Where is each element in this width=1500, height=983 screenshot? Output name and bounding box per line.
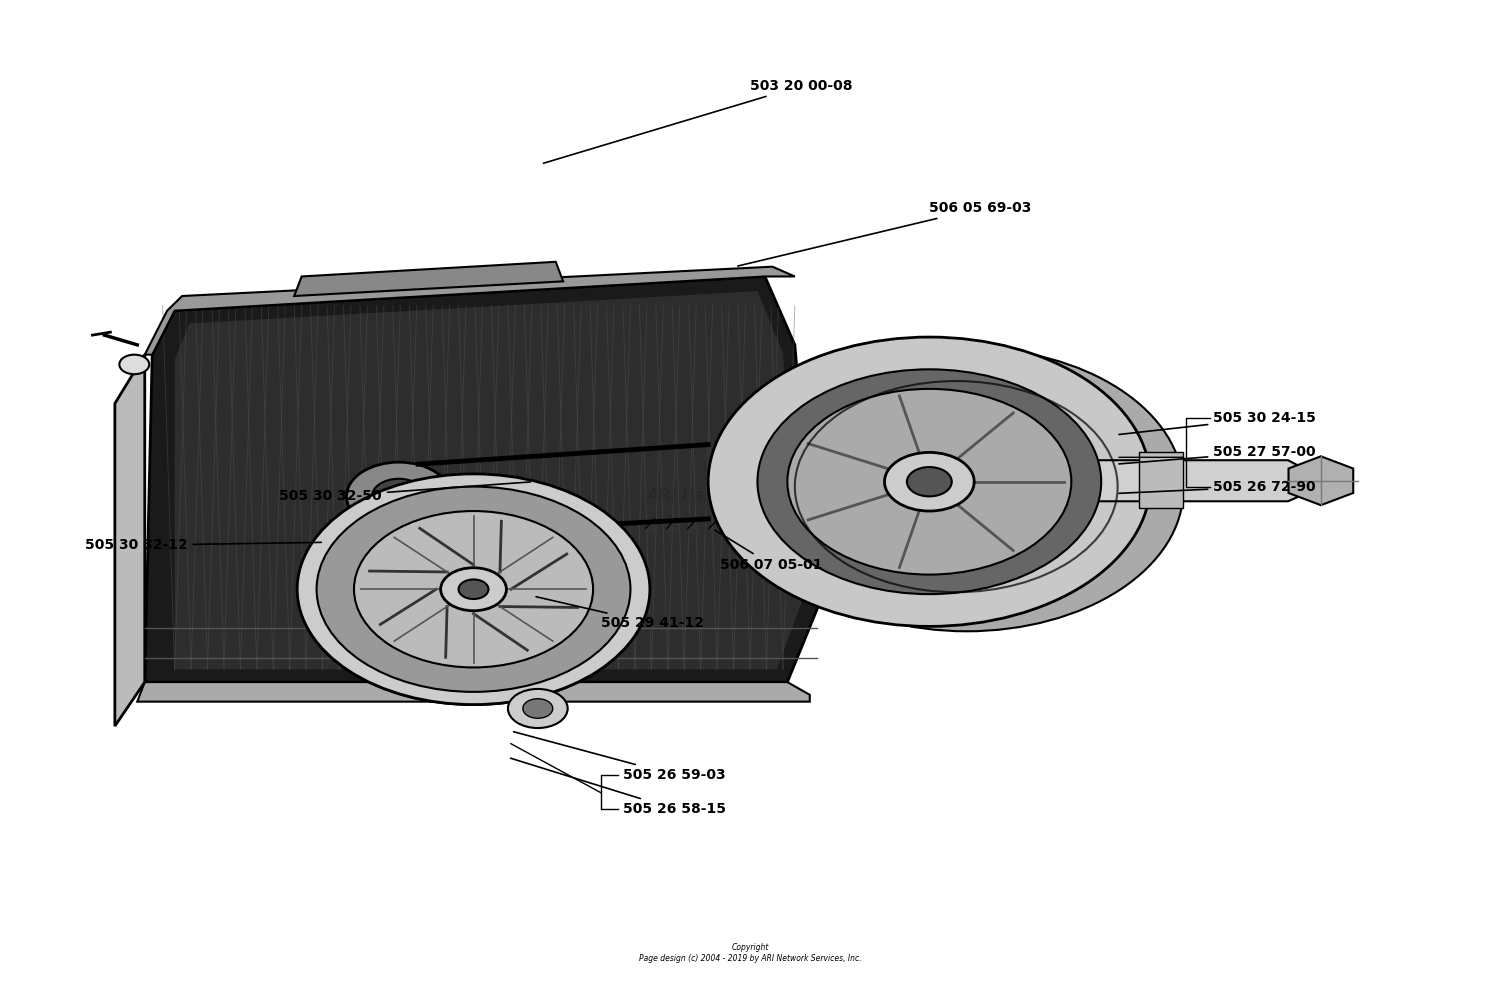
Text: 505 30 24-15: 505 30 24-15: [1119, 411, 1316, 434]
Circle shape: [758, 370, 1101, 594]
Circle shape: [509, 689, 567, 728]
Text: 505 26 58-15: 505 26 58-15: [510, 758, 726, 816]
Circle shape: [885, 452, 974, 511]
Text: 505 30 32-12: 505 30 32-12: [86, 539, 321, 552]
Circle shape: [750, 348, 1184, 631]
Text: 506 07 05-01: 506 07 05-01: [716, 530, 822, 572]
Text: 505 29 41-12: 505 29 41-12: [536, 597, 704, 630]
Text: 503 20 00-08: 503 20 00-08: [543, 79, 852, 163]
Text: ARI Parts Pro: ARI Parts Pro: [646, 488, 764, 505]
Polygon shape: [294, 261, 562, 296]
Circle shape: [354, 511, 592, 667]
Circle shape: [297, 474, 650, 705]
Circle shape: [120, 355, 148, 375]
Polygon shape: [1288, 456, 1353, 505]
Polygon shape: [996, 460, 1311, 501]
Text: Copyright
Page design (c) 2004 - 2019 by ARI Network Services, Inc.: Copyright Page design (c) 2004 - 2019 by…: [639, 943, 861, 962]
Circle shape: [708, 337, 1150, 626]
Polygon shape: [1138, 452, 1184, 508]
Circle shape: [908, 467, 951, 496]
Polygon shape: [144, 276, 818, 682]
Text: 505 27 57-00: 505 27 57-00: [1119, 445, 1316, 464]
Text: 506 05 69-03: 506 05 69-03: [738, 202, 1032, 266]
Polygon shape: [144, 266, 795, 355]
Circle shape: [441, 568, 507, 610]
Text: 505 26 72-90: 505 26 72-90: [1119, 480, 1316, 493]
Polygon shape: [116, 355, 144, 726]
Circle shape: [524, 699, 552, 719]
Circle shape: [346, 462, 452, 531]
Polygon shape: [138, 682, 810, 702]
Polygon shape: [174, 291, 803, 669]
Text: 505 26 59-03: 505 26 59-03: [513, 731, 726, 781]
Circle shape: [316, 487, 630, 692]
Text: 505 30 32-50: 505 30 32-50: [279, 482, 531, 503]
Circle shape: [459, 579, 489, 599]
Circle shape: [372, 479, 426, 514]
Circle shape: [788, 389, 1071, 575]
